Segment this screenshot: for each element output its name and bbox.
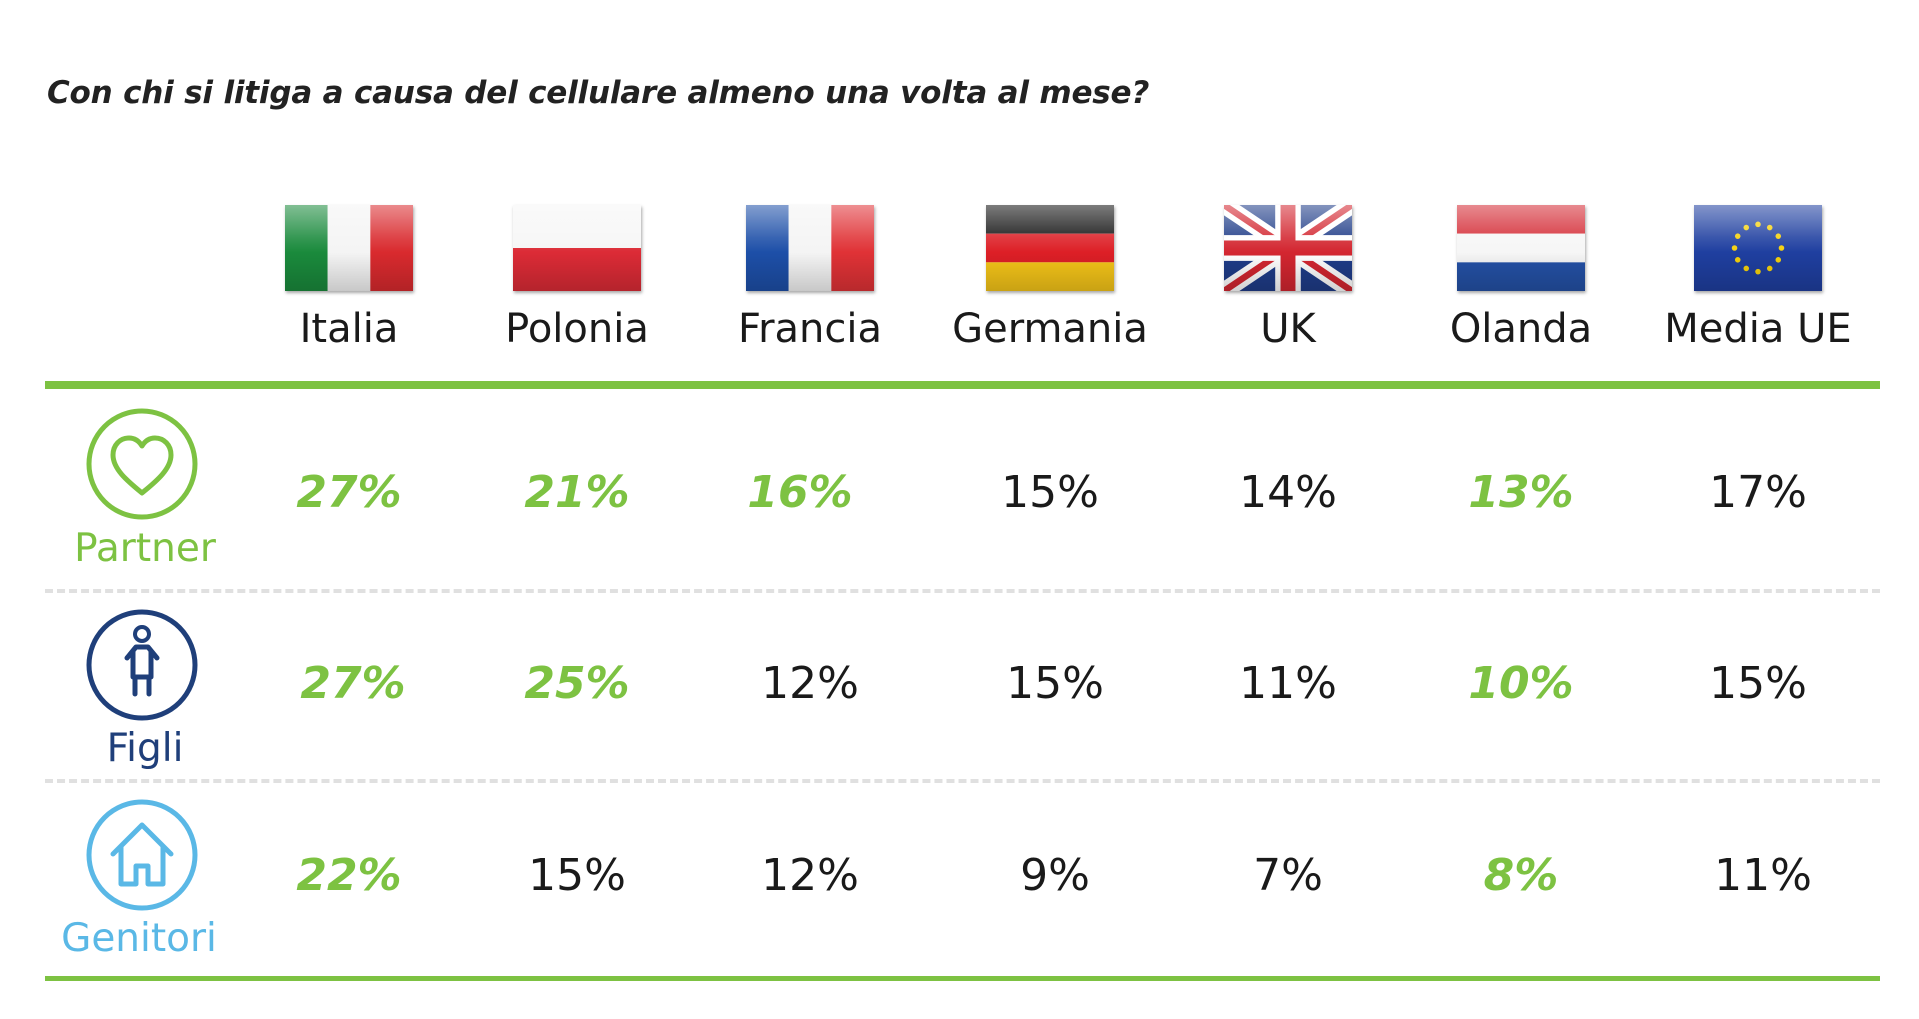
france-flag-icon xyxy=(746,205,874,291)
row-divider xyxy=(45,779,1880,783)
value-cell: 17% xyxy=(1709,467,1807,518)
value-cell: 12% xyxy=(761,850,859,901)
house-icon xyxy=(86,799,198,911)
netherlands-flag-icon xyxy=(1457,205,1585,291)
column-header-germania: Germania xyxy=(952,306,1148,352)
value-cell: 7% xyxy=(1253,850,1323,901)
value-cell: 14% xyxy=(1239,467,1337,518)
heart-icon xyxy=(86,408,198,520)
column-header-olanda: Olanda xyxy=(1449,306,1593,352)
column-header-italia: Italia xyxy=(299,306,399,352)
column-header-francia: Francia xyxy=(737,306,883,352)
value-cell: 25% xyxy=(524,658,630,709)
value-cell: 9% xyxy=(1020,850,1090,901)
value-cell: 8% xyxy=(1483,850,1559,901)
table-bottom-rule xyxy=(45,976,1880,981)
value-cell: 10% xyxy=(1468,658,1574,709)
row-divider xyxy=(45,589,1880,593)
value-cell: 11% xyxy=(1239,658,1337,709)
value-cell: 27% xyxy=(296,467,402,518)
header-divider xyxy=(45,381,1880,389)
value-cell: 21% xyxy=(524,467,630,518)
column-header-media-ue: Media UE xyxy=(1664,306,1852,352)
value-cell: 15% xyxy=(528,850,626,901)
chart-title: Con chi si litiga a causa del cellulare … xyxy=(47,75,1150,111)
germany-flag-icon xyxy=(986,205,1114,291)
value-cell: 27% xyxy=(300,658,406,709)
baby-icon xyxy=(86,609,198,721)
row-label-partner: Partner xyxy=(74,526,216,571)
value-cell: 13% xyxy=(1468,467,1574,518)
value-cell: 15% xyxy=(1001,467,1099,518)
value-cell: 16% xyxy=(747,467,853,518)
column-header-uk: UK xyxy=(1260,306,1316,352)
value-cell: 11% xyxy=(1714,850,1812,901)
column-header-polonia: Polonia xyxy=(505,306,649,352)
row-label-figli: Figli xyxy=(106,726,184,771)
row-label-genitori: Genitori xyxy=(61,916,217,961)
eu-flag-icon xyxy=(1694,205,1822,291)
value-cell: 15% xyxy=(1006,658,1104,709)
value-cell: 22% xyxy=(296,850,402,901)
value-cell: 15% xyxy=(1709,658,1807,709)
uk-flag-icon xyxy=(1224,205,1352,291)
value-cell: 12% xyxy=(761,658,859,709)
italy-flag-icon xyxy=(285,205,413,291)
poland-flag-icon xyxy=(513,205,641,291)
